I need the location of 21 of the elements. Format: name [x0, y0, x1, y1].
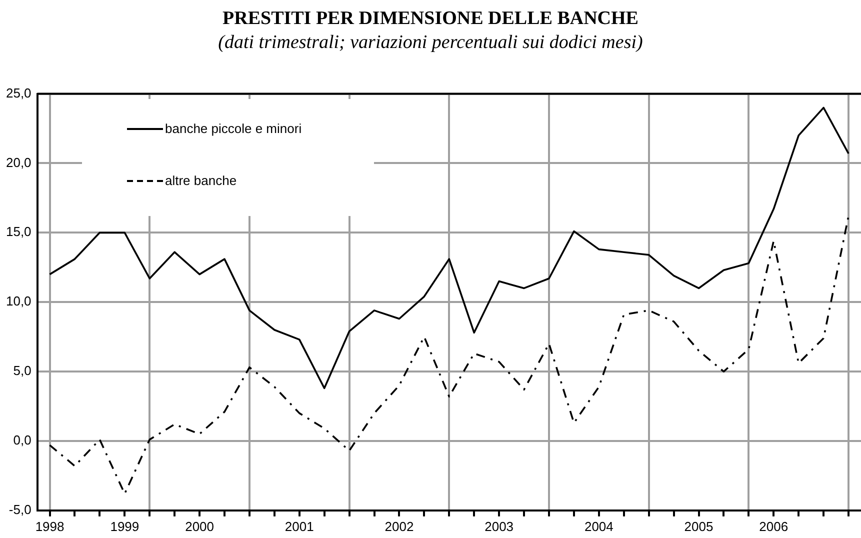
x-tick-label: 2002 [384, 518, 414, 534]
x-tick-label: 2006 [759, 518, 788, 534]
x-tick-label: 2004 [584, 518, 614, 534]
y-tick-label: 0,0 [13, 432, 32, 448]
y-tick-label: 25,0 [6, 85, 32, 100]
x-tick-label: 1998 [35, 518, 64, 534]
y-tick-label: 5,0 [13, 363, 32, 378]
x-tick-label: 1999 [110, 518, 140, 534]
x-tick-label: 2001 [284, 518, 314, 534]
chart-title: PRESTITI PER DIMENSIONE DELLE BANCHE [222, 8, 640, 30]
y-tick-label: -5,0 [8, 502, 32, 517]
chart-subtitle: (dati trimestrali; variazioni percentuali sui dodici mesi) [217, 32, 644, 54]
x-tick-label: 2003 [484, 518, 514, 534]
legend-label: banche piccole e minori [165, 121, 302, 136]
x-tick-label: 2000 [185, 518, 214, 534]
y-tick-label: 10,0 [6, 294, 32, 309]
x-tick-label: 2005 [684, 518, 714, 534]
y-tick-label: 20,0 [6, 154, 32, 170]
line-series [48, 215, 850, 495]
y-tick-label: 15,0 [6, 224, 32, 240]
legend-label: altre banche [165, 173, 237, 188]
